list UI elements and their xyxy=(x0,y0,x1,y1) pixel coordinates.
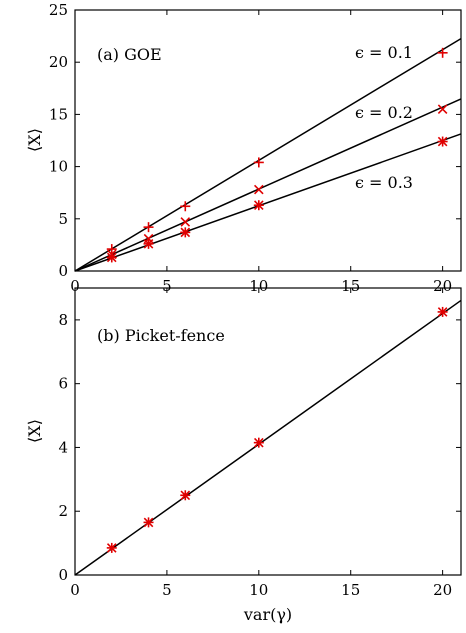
panel-b-fit-lines xyxy=(74,299,462,576)
x-tick-label: 5 xyxy=(162,277,172,295)
panel-a: 0 5 10 15 20 0 5 10 15 20 25 (a) GOE ϵ = 0.1 ϵ = 0… xyxy=(25,1,462,295)
y-tick-label: 10 xyxy=(49,158,68,176)
fit-line-series-0 xyxy=(74,299,462,576)
data-point-asterisk xyxy=(106,252,117,263)
data-point-plus xyxy=(253,157,264,168)
data-point-plus xyxy=(180,201,191,212)
data-point-asterisk xyxy=(180,490,191,501)
panel-a-markers xyxy=(106,47,448,263)
panel-a-ticks: 0 5 10 15 20 0 5 10 15 20 25 xyxy=(49,1,461,295)
data-point-asterisk xyxy=(253,437,264,448)
y-tick-label: 4 xyxy=(58,438,68,456)
y-tick-label: 2 xyxy=(58,502,68,520)
x-tick-label: 15 xyxy=(341,581,360,599)
fit-line-series-0 xyxy=(74,37,462,272)
panel-b-xlabel: var(γ) xyxy=(243,605,292,624)
y-tick-label: 25 xyxy=(49,1,68,19)
fit-line-series-1 xyxy=(74,98,462,272)
data-point-asterisk xyxy=(143,517,154,528)
y-tick-label: 5 xyxy=(58,210,68,228)
panel-a-fit-lines xyxy=(74,37,462,272)
data-point-asterisk xyxy=(180,227,191,238)
y-tick-label: 0 xyxy=(58,566,68,584)
data-point-asterisk xyxy=(253,200,264,211)
panel-b: 0 5 10 15 20 0 2 4 6 8 (b) Picket-fence ⟨X⟩ var(γ… xyxy=(25,287,462,624)
series-label-eps-0-2: ϵ = 0.2 xyxy=(355,103,413,122)
panel-a-label: (a) GOE xyxy=(97,45,162,64)
x-tick-label: 0 xyxy=(70,277,80,295)
x-tick-label: 10 xyxy=(249,277,268,295)
x-tick-label: 15 xyxy=(341,277,360,295)
data-point-plus xyxy=(437,47,448,58)
data-point-cross xyxy=(253,184,264,195)
series-label-eps-0-1: ϵ = 0.1 xyxy=(355,43,413,62)
panel-b-frame xyxy=(74,287,462,576)
x-tick-label: 0 xyxy=(70,581,80,599)
data-point-cross xyxy=(180,217,191,227)
data-point-cross xyxy=(437,104,448,114)
x-tick-label: 5 xyxy=(162,581,172,599)
y-tick-label: 20 xyxy=(49,53,68,71)
x-tick-label: 20 xyxy=(433,277,452,295)
panel-b-ylabel: ⟨X⟩ xyxy=(25,419,44,443)
y-tick-label: 8 xyxy=(58,311,68,329)
y-tick-label: 0 xyxy=(58,262,68,280)
data-point-asterisk xyxy=(437,306,448,317)
data-point-asterisk xyxy=(106,542,117,553)
fit-line-series-2 xyxy=(74,133,462,272)
panel-b-label: (b) Picket-fence xyxy=(97,326,225,345)
panel-b-markers xyxy=(106,306,448,553)
panel-b-ticks: 0 5 10 15 20 0 2 4 6 8 xyxy=(58,288,461,599)
panel-a-frame xyxy=(74,9,462,272)
series-label-eps-0-3: ϵ = 0.3 xyxy=(355,173,413,192)
y-tick-label: 15 xyxy=(49,105,68,123)
y-tick-label: 6 xyxy=(58,375,68,393)
data-point-asterisk xyxy=(437,136,448,147)
x-tick-label: 10 xyxy=(249,581,268,599)
data-point-plus xyxy=(143,222,154,233)
data-point-asterisk xyxy=(143,238,154,249)
x-tick-label: 20 xyxy=(433,581,452,599)
panel-a-ylabel: ⟨X⟩ xyxy=(25,128,44,152)
data-point-plus xyxy=(106,244,117,255)
